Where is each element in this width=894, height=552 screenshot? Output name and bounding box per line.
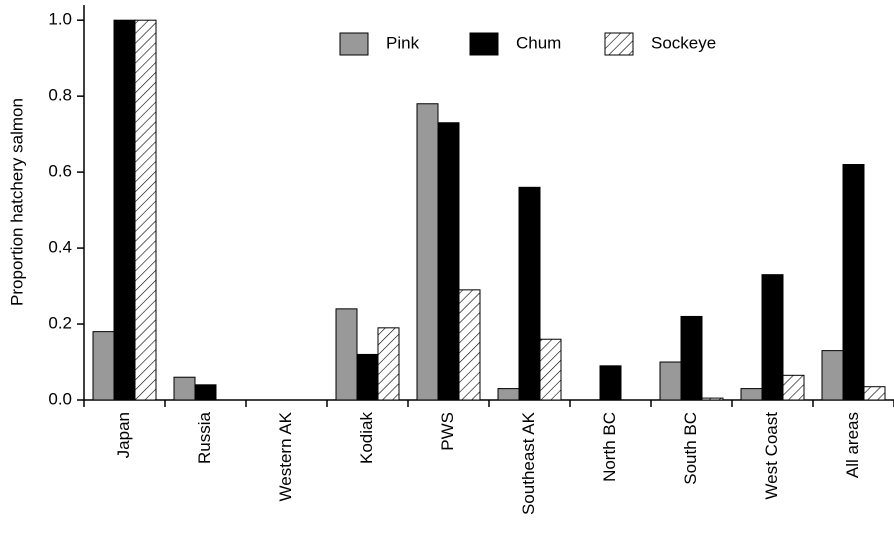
- bar: [173, 376, 196, 401]
- y-tick-label: 0.2: [48, 314, 72, 333]
- bar: [539, 338, 562, 401]
- bar: [740, 388, 763, 401]
- bar: [92, 331, 115, 401]
- bar: [680, 315, 703, 401]
- y-tick-label: 0.6: [48, 162, 72, 181]
- bar: [497, 388, 520, 401]
- x-tick-label: Kodiak: [357, 412, 376, 464]
- y-axis-label: Proportion hatchery salmon: [7, 98, 26, 306]
- bar: [458, 289, 481, 401]
- x-tick-label: All areas: [843, 412, 862, 478]
- bar: [599, 365, 622, 401]
- legend-swatch: [469, 32, 499, 56]
- y-tick-label: 1.0: [48, 10, 72, 29]
- legend-swatch: [339, 32, 369, 56]
- bar: [782, 374, 805, 401]
- x-tick-label: West Coast: [762, 412, 781, 500]
- legend-label: Chum: [516, 33, 561, 52]
- bar: [659, 361, 682, 401]
- x-tick-label: North BC: [600, 412, 619, 482]
- y-tick-label: 0.8: [48, 86, 72, 105]
- bar: [113, 19, 136, 401]
- bar: [416, 103, 439, 401]
- y-tick-label: 0.0: [48, 389, 72, 408]
- legend-label: Sockeye: [651, 33, 716, 52]
- bar: [842, 164, 865, 401]
- bar: [701, 397, 724, 401]
- legend-swatch: [604, 32, 634, 56]
- x-tick-label: PWS: [438, 412, 457, 451]
- bar: [863, 386, 886, 401]
- bar: [761, 274, 784, 401]
- legend-label: Pink: [386, 33, 420, 52]
- bar: [377, 327, 400, 401]
- bar: [356, 353, 379, 401]
- bar: [437, 122, 460, 401]
- bar: [134, 19, 157, 401]
- bar: [821, 350, 844, 401]
- x-tick-label: Japan: [114, 412, 133, 458]
- y-tick-label: 0.4: [48, 238, 72, 257]
- x-tick-label: Russia: [195, 411, 214, 464]
- x-tick-label: South BC: [681, 412, 700, 485]
- bar: [518, 186, 541, 401]
- x-tick-label: Southeast AK: [519, 411, 538, 515]
- bar: [194, 384, 217, 401]
- x-tick-label: Western AK: [276, 411, 295, 501]
- bar: [335, 308, 358, 401]
